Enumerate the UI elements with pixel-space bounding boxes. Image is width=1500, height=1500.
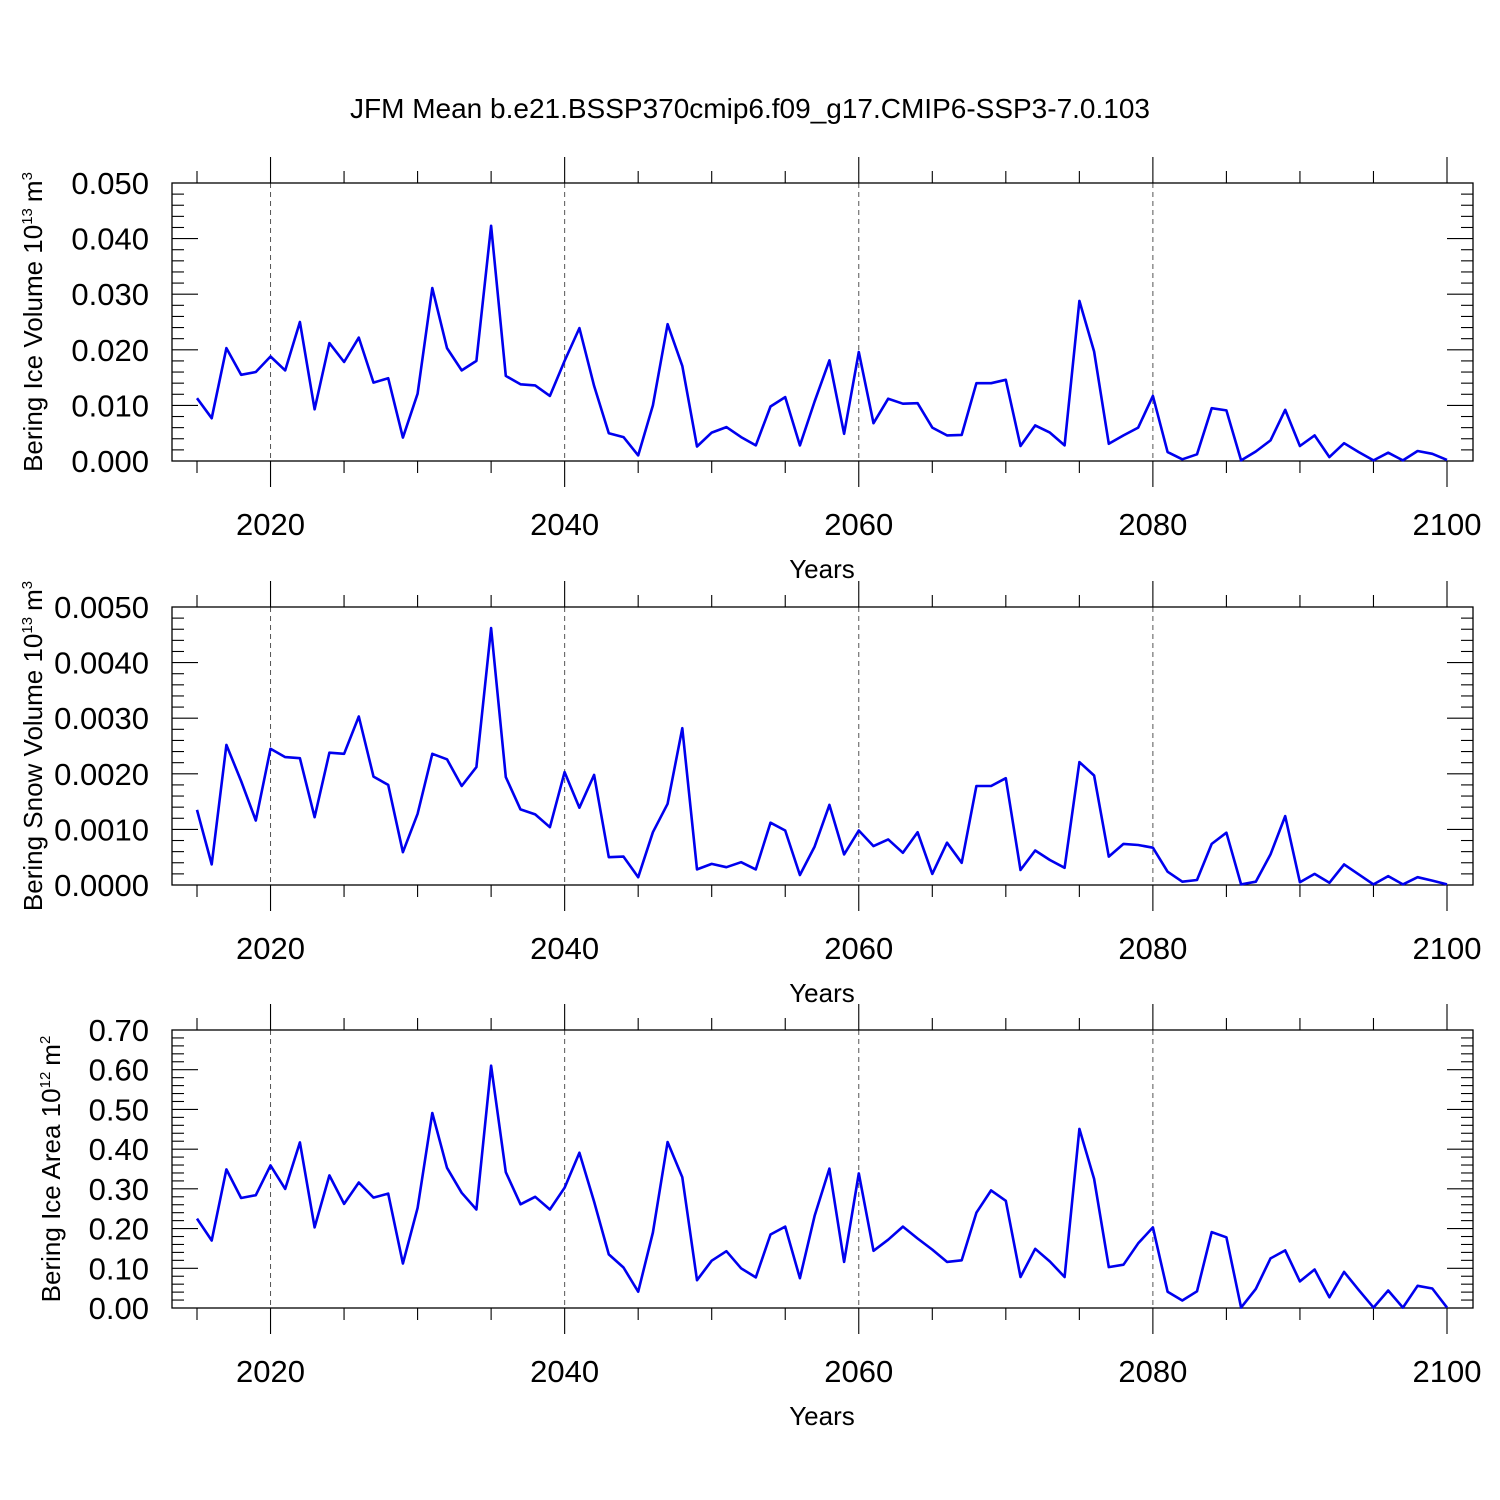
y-tick-label: 0.020	[71, 333, 149, 368]
x-tick-label: 2080	[1118, 931, 1187, 966]
y-tick-label: 0.010	[71, 388, 149, 423]
y-axis-title: Bering Ice Volume 1013 m3	[18, 172, 48, 472]
y-axis-title-exponent: 13	[19, 208, 36, 225]
y-tick-label: 0.0030	[54, 701, 149, 736]
x-axis-title: Years	[789, 1401, 855, 1431]
y-tick-label: 0.0010	[54, 812, 149, 847]
x-tick-label: 2080	[1118, 1354, 1187, 1389]
x-tick-label: 2040	[530, 507, 599, 542]
x-tick-label: 2040	[530, 1354, 599, 1389]
y-axis-title-unit: m	[18, 589, 48, 611]
y-axis-title-main: Bering Ice Volume 10	[18, 225, 48, 472]
x-tick-label: 2060	[824, 1354, 893, 1389]
y-tick-label: 0.10	[89, 1251, 149, 1286]
x-tick-label: 2060	[824, 507, 893, 542]
y-tick-label: 0.000	[71, 444, 149, 479]
y-tick-label: 0.50	[89, 1092, 149, 1127]
y-tick-label: 0.030	[71, 277, 149, 312]
y-tick-label: 0.30	[89, 1172, 149, 1207]
y-axis-title-exponent: 13	[19, 617, 36, 634]
y-tick-label: 0.40	[89, 1132, 149, 1167]
chart-panel-2: 2020 2040 2060 2080 2100 Years 0.0000 0.0010 0.0…	[18, 581, 1481, 1008]
x-tick-label: 2040	[530, 931, 599, 966]
y-tick-label: 0.0000	[54, 868, 149, 903]
y-axis-title-main: Bering Ice Area 10	[36, 1088, 66, 1302]
y-axis-title-unit: m	[18, 180, 48, 202]
y-tick-label: 0.0050	[54, 590, 149, 625]
y-tick-label: 0.60	[89, 1053, 149, 1088]
series-line	[195, 224, 1448, 462]
y-axis-title-unit: m	[36, 1044, 66, 1066]
x-axis-title: Years	[789, 978, 855, 1008]
chart-panels: 2020 2040 2060 2080 2100 Years 0.000 0.010 0.020…	[18, 157, 1481, 1431]
y-tick-label: 0.050	[71, 166, 149, 201]
plot-frame	[171, 1029, 1474, 1309]
x-tick-label: 2100	[1413, 507, 1482, 542]
y-axis-title-main: Bering Snow Volume 10	[18, 634, 48, 912]
y-tick-label: 0.20	[89, 1212, 149, 1247]
x-tick-label: 2080	[1118, 507, 1187, 542]
y-tick-label: 0.0040	[54, 646, 149, 681]
plot-frame	[171, 182, 1474, 462]
y-axis-title: Bering Snow Volume 1013 m3	[18, 581, 48, 911]
x-tick-label: 2100	[1413, 1354, 1482, 1389]
y-axis-title: Bering Ice Area 1012 m2	[36, 1036, 66, 1303]
y-axis-title-unit-exponent: 3	[19, 172, 36, 180]
y-tick-label: 0.70	[89, 1013, 149, 1048]
y-axis-title-unit-exponent: 2	[37, 1036, 54, 1044]
y-axis-title-unit-exponent: 3	[19, 581, 36, 589]
x-axis-title: Years	[789, 554, 855, 584]
x-tick-label: 2100	[1413, 931, 1482, 966]
y-tick-label: 0.00	[89, 1291, 149, 1326]
x-tick-label: 2060	[824, 931, 893, 966]
figure-title: JFM Mean b.e21.BSSP370cmip6.f09_g17.CMIP…	[350, 93, 1150, 124]
x-tick-label: 2020	[236, 1354, 305, 1389]
chart-panel-1: 2020 2040 2060 2080 2100 Years 0.000 0.010 0.020…	[18, 157, 1481, 584]
y-tick-label: 0.040	[71, 222, 149, 257]
series-line	[195, 1064, 1449, 1309]
y-tick-label: 0.0020	[54, 757, 149, 792]
series-line	[195, 626, 1448, 886]
x-tick-label: 2020	[236, 931, 305, 966]
x-tick-label: 2020	[236, 507, 305, 542]
plot-frame	[171, 606, 1474, 886]
y-axis-title-exponent: 12	[37, 1072, 54, 1089]
chart-panel-3: 2020 2040 2060 2080 2100 Years 0.00 0.10 0.20 0.3…	[36, 1004, 1481, 1431]
